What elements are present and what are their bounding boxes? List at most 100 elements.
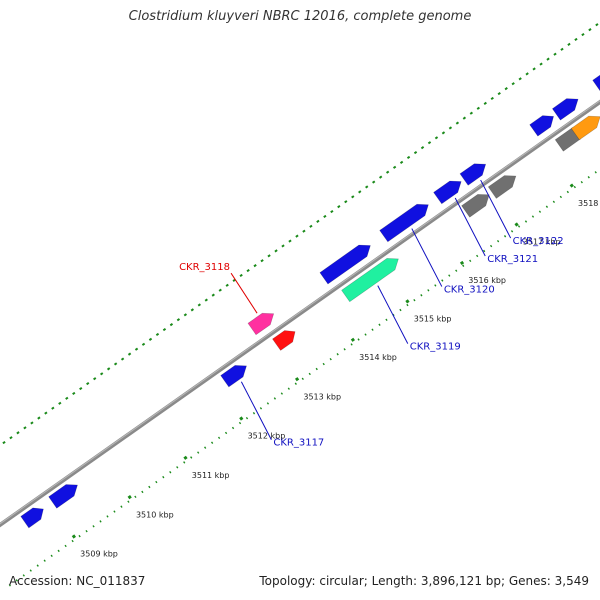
inner-tick-mark bbox=[162, 475, 165, 479]
inner-tick-mark bbox=[280, 392, 284, 395]
gene-g-r4 bbox=[570, 115, 600, 141]
inner-tick-mark bbox=[455, 269, 458, 272]
major-tick-mark bbox=[459, 260, 465, 266]
outer-tick-mark bbox=[462, 116, 467, 120]
major-tick-mark bbox=[350, 337, 356, 342]
major-tick-mark bbox=[239, 416, 244, 421]
outer-tick-mark bbox=[337, 205, 341, 209]
outer-tick-mark bbox=[379, 175, 383, 179]
gene-label: CKR_3117 bbox=[273, 438, 324, 449]
outer-tick-mark bbox=[323, 214, 327, 219]
outer-tick-mark bbox=[239, 273, 243, 278]
outer-tick-mark bbox=[281, 244, 285, 248]
gene-g-3120 bbox=[379, 203, 429, 243]
outer-tick-mark bbox=[483, 101, 487, 105]
outer-tick-mark bbox=[539, 62, 543, 66]
inner-tick-mark bbox=[259, 407, 263, 410]
inner-tick-mark bbox=[287, 387, 290, 390]
inner-tick-mark bbox=[545, 205, 549, 208]
outer-tick-mark bbox=[23, 426, 27, 430]
outer-tick-mark bbox=[560, 47, 564, 51]
outer-tick-mark bbox=[106, 367, 111, 371]
outer-tick-mark bbox=[434, 136, 439, 140]
inner-tick-mark bbox=[371, 328, 374, 331]
tick-label: 3510 kbp bbox=[136, 510, 174, 519]
outer-tick-mark bbox=[420, 146, 425, 150]
inner-tick-mark bbox=[399, 308, 402, 312]
inner-tick-mark bbox=[496, 239, 500, 243]
outer-tick-mark bbox=[476, 106, 480, 110]
inner-tick-mark bbox=[524, 220, 528, 223]
inner-tick-mark bbox=[427, 289, 430, 292]
inner-tick-mark bbox=[336, 353, 339, 356]
outer-tick-mark bbox=[120, 357, 125, 361]
outer-tick-mark bbox=[58, 401, 62, 405]
inner-tick-mark bbox=[476, 254, 479, 258]
outer-tick-mark bbox=[365, 185, 369, 189]
outer-tick-mark bbox=[406, 155, 411, 160]
outer-tick-mark bbox=[37, 416, 41, 420]
major-tick-mark bbox=[405, 299, 410, 304]
outer-tick-mark bbox=[399, 160, 404, 164]
tick-label: 3513 kbp bbox=[303, 392, 341, 401]
outer-tick-mark bbox=[553, 52, 557, 56]
outer-tick-mark bbox=[100, 372, 104, 376]
outer-tick-mark bbox=[86, 382, 90, 386]
outer-tick-mark bbox=[2, 441, 6, 445]
outer-tick-mark bbox=[16, 431, 20, 435]
inner-tick-mark bbox=[587, 176, 590, 179]
inner-tick-mark bbox=[434, 284, 437, 287]
inner-tick-mark bbox=[29, 569, 32, 572]
outer-tick-mark bbox=[246, 268, 250, 273]
outer-tick-mark bbox=[441, 131, 446, 135]
inner-tick-mark bbox=[566, 190, 569, 194]
outer-tick-mark bbox=[448, 126, 453, 130]
gene-label: CKR_3120 bbox=[444, 285, 495, 296]
outer-tick-mark bbox=[190, 308, 194, 312]
inner-tick-mark bbox=[503, 235, 507, 238]
inner-tick-mark bbox=[594, 171, 597, 174]
outer-tick-mark bbox=[309, 224, 313, 228]
outer-tick-mark bbox=[162, 327, 167, 332]
inner-tick-mark bbox=[406, 303, 409, 307]
inner-tick-mark bbox=[510, 230, 514, 233]
inner-tick-mark bbox=[448, 274, 451, 277]
inner-tick-mark bbox=[36, 564, 39, 567]
tick-label: 3517 kbp bbox=[523, 238, 561, 247]
inner-tick-mark bbox=[308, 372, 311, 376]
outer-tick-mark bbox=[511, 82, 515, 86]
outer-tick-mark bbox=[427, 141, 432, 145]
gene-g-3121 bbox=[433, 180, 462, 205]
inner-tick-mark bbox=[378, 323, 381, 326]
outer-tick-mark bbox=[567, 42, 571, 46]
inner-tick-mark bbox=[224, 431, 228, 435]
inner-tick-mark bbox=[441, 279, 444, 282]
inner-tick-mark bbox=[483, 249, 486, 253]
outer-tick-mark bbox=[93, 377, 97, 381]
inner-tick-mark bbox=[385, 318, 388, 322]
tick-label: 3509 kbp bbox=[80, 550, 118, 559]
gene-label: CKR_3119 bbox=[410, 342, 461, 353]
outer-tick-mark bbox=[260, 259, 264, 263]
outer-tick-mark bbox=[211, 293, 215, 297]
outer-tick-mark bbox=[392, 165, 397, 169]
inner-tick-mark bbox=[329, 357, 332, 361]
inner-tick-mark bbox=[99, 520, 102, 523]
outer-tick-mark bbox=[330, 209, 334, 214]
outer-tick-mark bbox=[588, 28, 592, 32]
gene-label: CKR_3121 bbox=[487, 254, 538, 265]
inner-tick-mark bbox=[294, 382, 297, 385]
outer-tick-mark bbox=[169, 323, 174, 327]
inner-tick-mark bbox=[176, 466, 179, 469]
outer-tick-mark bbox=[79, 386, 83, 391]
inner-tick-mark bbox=[113, 510, 116, 513]
inner-tick-mark bbox=[92, 525, 95, 528]
inner-tick-mark bbox=[169, 471, 172, 474]
inner-tick-mark bbox=[85, 530, 88, 533]
inner-tick-mark bbox=[22, 574, 25, 577]
gene-g1 bbox=[20, 507, 44, 529]
gene-label: CKR_3118 bbox=[179, 262, 230, 273]
outer-tick-mark bbox=[9, 436, 13, 440]
outer-tick-mark bbox=[295, 234, 299, 238]
outer-tick-mark bbox=[490, 96, 494, 101]
